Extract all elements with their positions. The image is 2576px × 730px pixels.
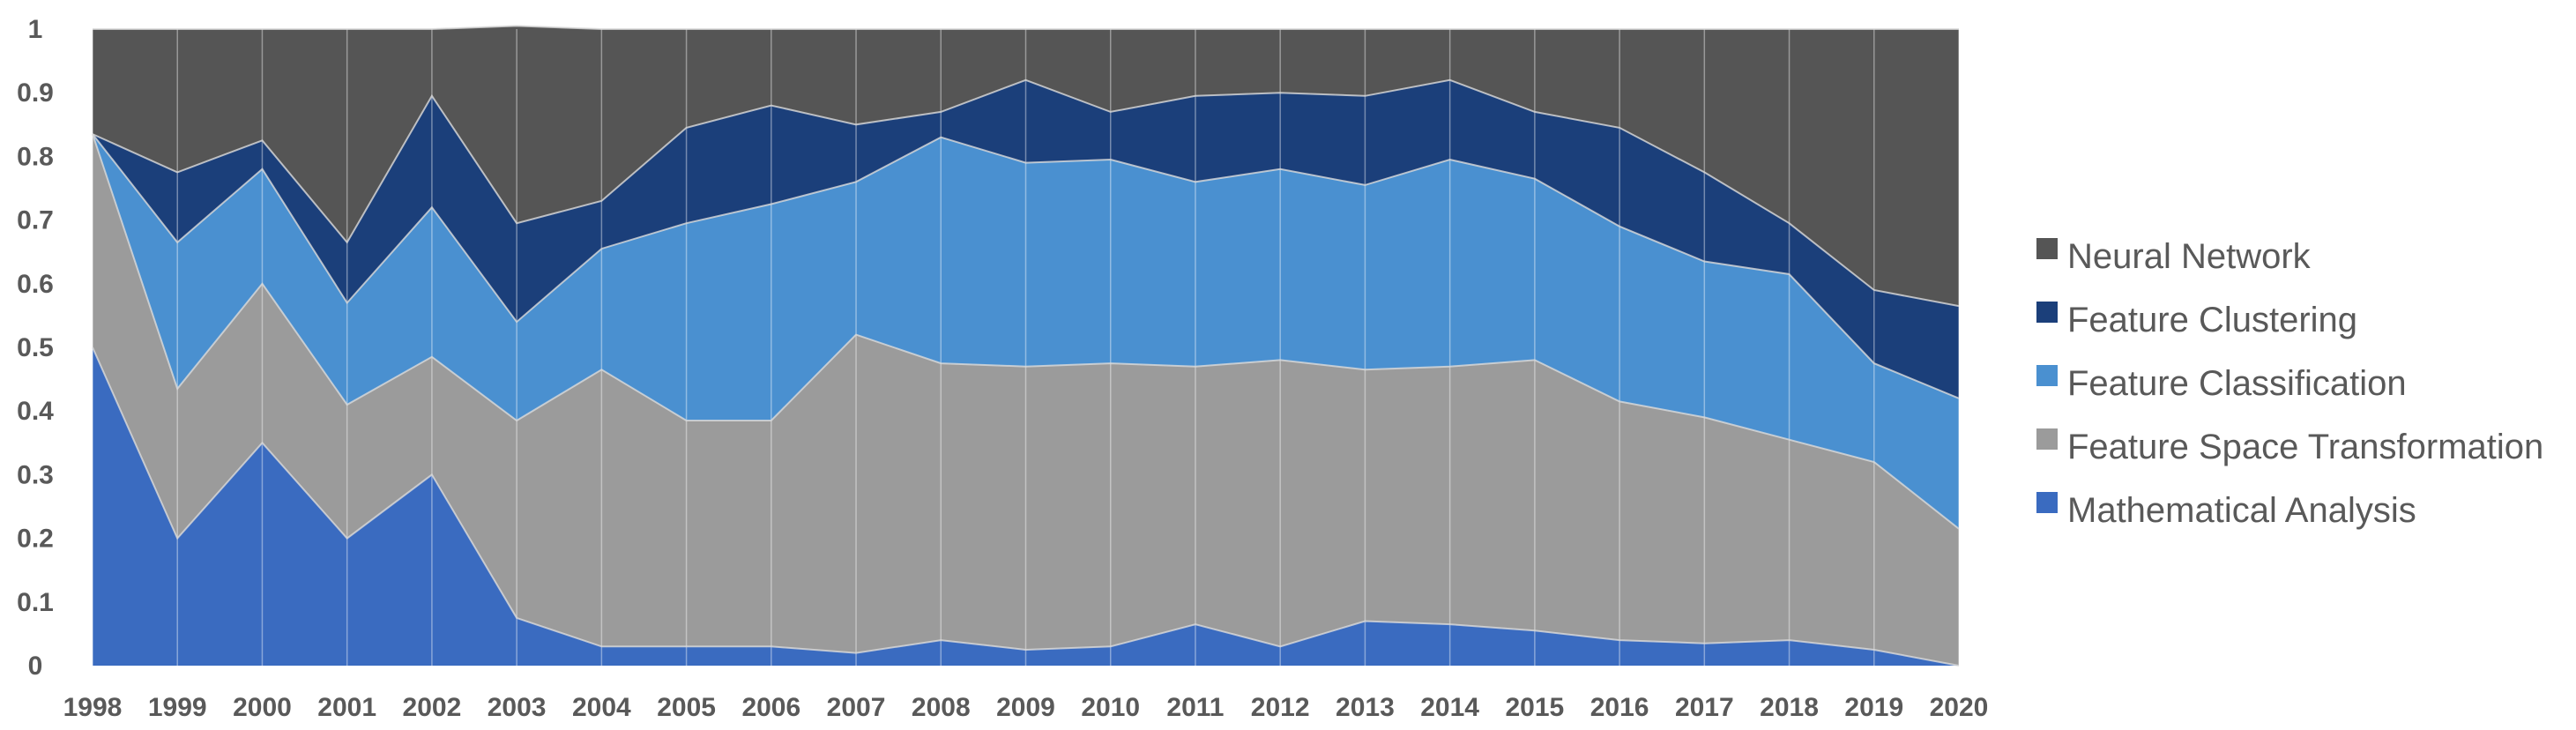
legend-label-feature-clustering: Feature Clustering bbox=[2067, 301, 2357, 339]
x-tick-label: 2017 bbox=[1675, 693, 1734, 722]
x-tick-label: 2009 bbox=[996, 693, 1055, 722]
x-tick-label: 2000 bbox=[233, 693, 292, 722]
y-tick-label: 0.5 bbox=[17, 333, 54, 362]
y-axis-tick-labels: 0 0.1 0.2 0.3 0.4 0.5 0.6 0.7 0.8 0.9 1 bbox=[17, 15, 54, 681]
x-tick-label: 2002 bbox=[403, 693, 462, 722]
x-tick-label: 2005 bbox=[657, 693, 716, 722]
y-tick-label: 0.7 bbox=[17, 206, 54, 235]
x-tick-label: 2008 bbox=[912, 693, 971, 722]
x-tick-label: 2011 bbox=[1166, 693, 1224, 722]
legend-label-neural-network: Neural Network bbox=[2067, 237, 2312, 276]
x-axis-tick-labels: 1998 1999 2000 2001 2002 2003 2004 2005 2006 2007… bbox=[63, 693, 1989, 722]
legend-label-mathematical-analysis: Mathematical Analysis bbox=[2067, 491, 2416, 530]
x-tick-label: 2014 bbox=[1420, 693, 1479, 722]
x-tick-label: 2018 bbox=[1760, 693, 1819, 722]
x-tick-label: 2001 bbox=[317, 693, 376, 722]
x-tick-label: 2003 bbox=[488, 693, 547, 722]
x-tick-label: 2016 bbox=[1590, 693, 1649, 722]
y-tick-label: 0.2 bbox=[17, 525, 54, 554]
y-tick-label: 0.4 bbox=[17, 397, 54, 426]
x-tick-label: 2010 bbox=[1081, 693, 1140, 722]
y-tick-label: 0.6 bbox=[17, 270, 54, 299]
boundary-feature-space-transformation bbox=[92, 133, 1960, 530]
area-feature-clustering bbox=[93, 79, 1959, 399]
legend-label-feature-classification: Feature Classification bbox=[2067, 364, 2407, 403]
boundary-mathematical-analysis bbox=[92, 346, 1960, 667]
legend: Neural Network Feature Clustering Feature … bbox=[2036, 237, 2543, 530]
vertical-gridlines bbox=[92, 29, 1960, 666]
boundary-neural-network bbox=[93, 25, 1959, 30]
legend-swatch-neural-network bbox=[2036, 238, 2058, 259]
x-tick-label: 2004 bbox=[572, 693, 631, 722]
legend-label-feature-space-transformation: Feature Space Transformation bbox=[2067, 428, 2543, 466]
y-tick-label: 0 bbox=[28, 652, 43, 681]
x-tick-label: 2013 bbox=[1336, 693, 1395, 722]
y-tick-label: 0.3 bbox=[17, 460, 54, 489]
y-tick-label: 0.8 bbox=[17, 142, 54, 171]
series-boundary-lines bbox=[92, 25, 1960, 667]
boundary-feature-classification bbox=[92, 133, 1960, 399]
x-tick-label: 2015 bbox=[1505, 693, 1564, 722]
y-tick-label: 0.1 bbox=[17, 588, 54, 617]
x-tick-label: 2006 bbox=[741, 693, 800, 722]
area-feature-classification bbox=[93, 134, 1959, 529]
x-tick-label: 1998 bbox=[63, 693, 123, 722]
legend-swatch-feature-space-transformation bbox=[2036, 428, 2058, 450]
area-feature-space-transformation bbox=[93, 134, 1959, 667]
area-mathematical-analysis bbox=[93, 347, 1959, 666]
x-tick-label: 1999 bbox=[148, 693, 207, 722]
x-tick-label: 2020 bbox=[1930, 693, 1989, 722]
x-tick-label: 2012 bbox=[1251, 693, 1310, 722]
boundary-feature-clustering bbox=[92, 78, 1960, 308]
y-tick-label: 0.9 bbox=[17, 78, 54, 108]
y-tick-label: 1 bbox=[28, 15, 43, 44]
legend-swatch-feature-classification bbox=[2036, 365, 2058, 386]
x-tick-label: 2007 bbox=[827, 693, 886, 722]
legend-swatch-feature-clustering bbox=[2036, 302, 2058, 323]
x-tick-label: 2019 bbox=[1844, 693, 1903, 722]
legend-swatch-mathematical-analysis bbox=[2036, 492, 2058, 513]
